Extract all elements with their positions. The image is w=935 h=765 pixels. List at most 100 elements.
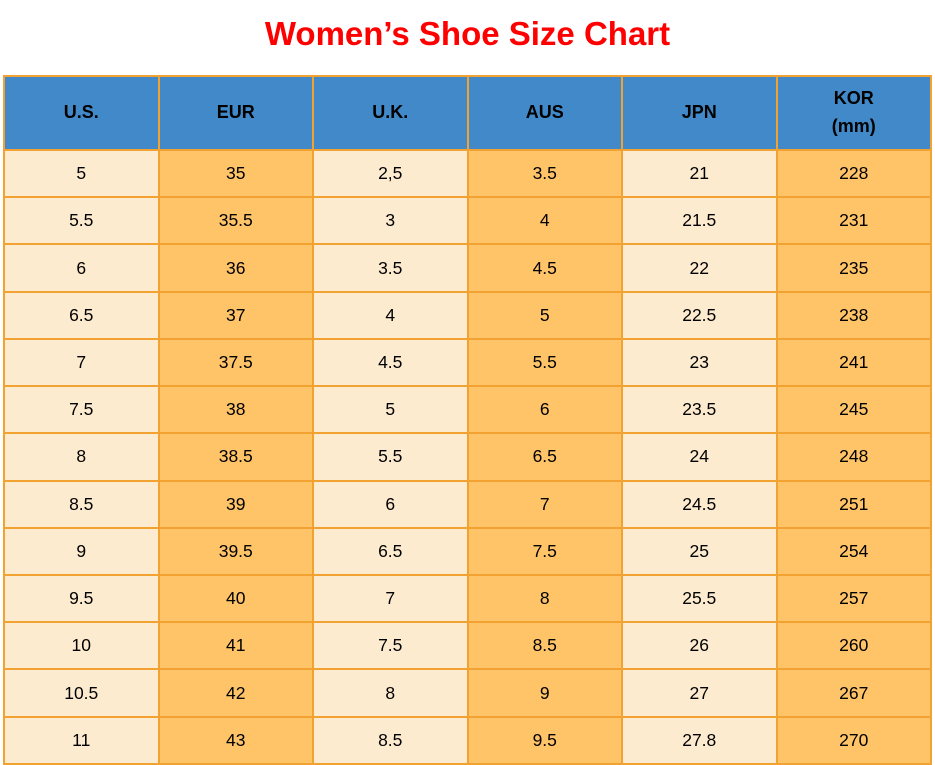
table-row: 9 39.5 6.5 7.5 25 254 bbox=[3, 526, 932, 576]
table-cell: 5 bbox=[3, 148, 160, 199]
table-cell: 235 bbox=[775, 243, 932, 293]
table-cell: 27 bbox=[621, 668, 778, 718]
size-chart-header: U.S. EUR U.K. AUS JPN KOR (mm) bbox=[3, 75, 932, 151]
table-cell: 4.5 bbox=[312, 337, 469, 388]
size-chart-table: U.S. EUR U.K. AUS JPN KOR (mm) 5 35 2,5 3.5 21 228… bbox=[3, 75, 932, 765]
table-row: 7 37.5 4.5 5.5 23 241 bbox=[3, 337, 932, 388]
table-row: 5.5 35.5 3 4 21.5 231 bbox=[3, 196, 932, 246]
table-cell: 5.5 bbox=[466, 337, 623, 388]
table-cell: 37.5 bbox=[157, 337, 314, 388]
table-cell: 251 bbox=[775, 479, 932, 529]
table-cell: 8.5 bbox=[3, 479, 160, 529]
table-cell: 21 bbox=[621, 148, 778, 199]
table-cell: 8.5 bbox=[466, 621, 623, 671]
title-bar: Women’s Shoe Size Chart bbox=[0, 0, 935, 75]
table-cell: 254 bbox=[775, 526, 932, 576]
table-cell: 42 bbox=[157, 668, 314, 718]
table-row: 7.5 38 5 6 23.5 245 bbox=[3, 385, 932, 435]
table-cell: 24 bbox=[621, 432, 778, 482]
table-cell: 5.5 bbox=[312, 432, 469, 482]
table-cell: 260 bbox=[775, 621, 932, 671]
table-cell: 38.5 bbox=[157, 432, 314, 482]
table-cell: 7 bbox=[3, 337, 160, 388]
table-cell: 8 bbox=[466, 573, 623, 624]
table-row: 10.5 42 8 9 27 267 bbox=[3, 668, 932, 718]
table-cell: 36 bbox=[157, 243, 314, 293]
table-cell: 39.5 bbox=[157, 526, 314, 576]
table-cell: 25.5 bbox=[621, 573, 778, 624]
table-cell: 39 bbox=[157, 479, 314, 529]
table-cell: 8 bbox=[312, 668, 469, 718]
table-cell: 26 bbox=[621, 621, 778, 671]
size-table-body: 5 35 2,5 3.5 21 228 5.5 35.5 3 4 21.5 231 6 36 3.5 4.5 2… bbox=[3, 148, 932, 765]
table-cell: 3.5 bbox=[312, 243, 469, 293]
table-cell: 6 bbox=[312, 479, 469, 529]
table-cell: 7 bbox=[466, 479, 623, 529]
column-header-jpn: JPN bbox=[621, 75, 778, 151]
table-cell: 231 bbox=[775, 196, 932, 246]
table-cell: 27.8 bbox=[621, 715, 778, 765]
table-cell: 21.5 bbox=[621, 196, 778, 246]
table-cell: 9 bbox=[466, 668, 623, 718]
table-cell: 35 bbox=[157, 148, 314, 199]
table-cell: 22 bbox=[621, 243, 778, 293]
table-cell: 6 bbox=[466, 385, 623, 435]
page-title: Women’s Shoe Size Chart bbox=[264, 14, 671, 52]
table-cell: 23 bbox=[621, 337, 778, 388]
table-cell: 9.5 bbox=[3, 573, 160, 624]
table-cell: 4.5 bbox=[466, 243, 623, 293]
table-cell: 5.5 bbox=[3, 196, 160, 246]
table-cell: 4 bbox=[312, 290, 469, 340]
table-cell: 270 bbox=[775, 715, 932, 765]
table-cell: 6.5 bbox=[312, 526, 469, 576]
table-cell: 4 bbox=[466, 196, 623, 246]
table-cell: 40 bbox=[157, 573, 314, 624]
table-cell: 241 bbox=[775, 337, 932, 388]
table-cell: 2,5 bbox=[312, 148, 469, 199]
table-row: 5 35 2,5 3.5 21 228 bbox=[3, 148, 932, 199]
table-cell: 25 bbox=[621, 526, 778, 576]
table-cell: 257 bbox=[775, 573, 932, 624]
table-row: 8 38.5 5.5 6.5 24 248 bbox=[3, 432, 932, 482]
table-cell: 238 bbox=[775, 290, 932, 340]
table-row: 8.5 39 6 7 24.5 251 bbox=[3, 479, 932, 529]
table-row: 11 43 8.5 9.5 27.8 270 bbox=[3, 715, 932, 765]
table-cell: 6.5 bbox=[3, 290, 160, 340]
table-cell: 6 bbox=[3, 243, 160, 293]
table-cell: 267 bbox=[775, 668, 932, 718]
column-header-aus: AUS bbox=[466, 75, 623, 151]
table-row: 6.5 37 4 5 22.5 238 bbox=[3, 290, 932, 340]
table-cell: 8.5 bbox=[312, 715, 469, 765]
table-cell: 8 bbox=[3, 432, 160, 482]
column-header-uk: U.K. bbox=[312, 75, 469, 151]
table-cell: 11 bbox=[3, 715, 160, 765]
header-row: U.S. EUR U.K. AUS JPN KOR (mm) bbox=[3, 75, 932, 151]
table-cell: 7.5 bbox=[3, 385, 160, 435]
table-cell: 37 bbox=[157, 290, 314, 340]
table-cell: 5 bbox=[466, 290, 623, 340]
table-cell: 228 bbox=[775, 148, 932, 199]
table-cell: 10 bbox=[3, 621, 160, 671]
table-cell: 22.5 bbox=[621, 290, 778, 340]
table-cell: 35.5 bbox=[157, 196, 314, 246]
table-cell: 10.5 bbox=[3, 668, 160, 718]
table-row: 10 41 7.5 8.5 26 260 bbox=[3, 621, 932, 671]
table-cell: 3.5 bbox=[466, 148, 623, 199]
table-cell: 7 bbox=[312, 573, 469, 624]
table-cell: 245 bbox=[775, 385, 932, 435]
table-cell: 5 bbox=[312, 385, 469, 435]
table-cell: 38 bbox=[157, 385, 314, 435]
table-row: 6 36 3.5 4.5 22 235 bbox=[3, 243, 932, 293]
table-cell: 7.5 bbox=[466, 526, 623, 576]
table-cell: 3 bbox=[312, 196, 469, 246]
table-cell: 7.5 bbox=[312, 621, 469, 671]
table-cell: 43 bbox=[157, 715, 314, 765]
table-cell: 9 bbox=[3, 526, 160, 576]
table-cell: 9.5 bbox=[466, 715, 623, 765]
column-header-kor: KOR (mm) bbox=[775, 75, 932, 151]
table-cell: 24.5 bbox=[621, 479, 778, 529]
table-cell: 23.5 bbox=[621, 385, 778, 435]
column-header-us: U.S. bbox=[3, 75, 160, 151]
column-header-eur: EUR bbox=[157, 75, 314, 151]
